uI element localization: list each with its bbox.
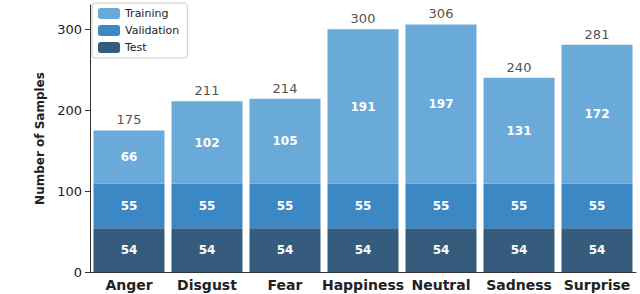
svg-text:0: 0	[74, 265, 82, 280]
svg-text:Sadness: Sadness	[486, 277, 552, 293]
svg-text:281: 281	[585, 27, 610, 42]
svg-text:55: 55	[121, 199, 138, 213]
svg-text:54: 54	[355, 243, 372, 257]
svg-text:200: 200	[57, 103, 82, 118]
svg-text:55: 55	[277, 199, 294, 213]
svg-text:175: 175	[117, 112, 142, 127]
svg-text:54: 54	[199, 243, 216, 257]
svg-text:54: 54	[277, 243, 294, 257]
svg-text:Disgust: Disgust	[177, 277, 237, 293]
svg-text:Anger: Anger	[105, 277, 152, 293]
svg-text:Number of Samples: Number of Samples	[33, 72, 47, 205]
svg-text:Happiness: Happiness	[322, 277, 404, 293]
svg-text:54: 54	[511, 243, 528, 257]
svg-text:54: 54	[433, 243, 450, 257]
svg-text:191: 191	[350, 100, 375, 114]
svg-text:214: 214	[273, 81, 298, 96]
svg-text:55: 55	[355, 199, 372, 213]
svg-text:211: 211	[195, 83, 220, 98]
svg-text:197: 197	[428, 97, 453, 111]
svg-text:55: 55	[199, 199, 216, 213]
svg-text:172: 172	[584, 107, 609, 121]
svg-text:105: 105	[272, 134, 297, 148]
svg-text:Validation: Validation	[125, 24, 179, 37]
svg-text:55: 55	[589, 199, 606, 213]
svg-text:306: 306	[429, 6, 454, 21]
svg-text:54: 54	[589, 243, 606, 257]
svg-text:300: 300	[57, 22, 82, 37]
svg-text:102: 102	[194, 136, 219, 150]
svg-text:131: 131	[506, 124, 531, 138]
svg-text:Training: Training	[124, 7, 168, 20]
svg-text:55: 55	[511, 199, 528, 213]
svg-text:100: 100	[57, 184, 82, 199]
svg-text:66: 66	[121, 150, 138, 164]
svg-text:Surprise: Surprise	[564, 277, 631, 293]
svg-text:Fear: Fear	[268, 277, 303, 293]
svg-text:Test: Test	[124, 41, 147, 54]
svg-text:55: 55	[433, 199, 450, 213]
svg-text:54: 54	[121, 243, 138, 257]
svg-text:240: 240	[507, 60, 532, 75]
svg-text:Neutral: Neutral	[411, 277, 470, 293]
svg-text:300: 300	[351, 11, 376, 26]
